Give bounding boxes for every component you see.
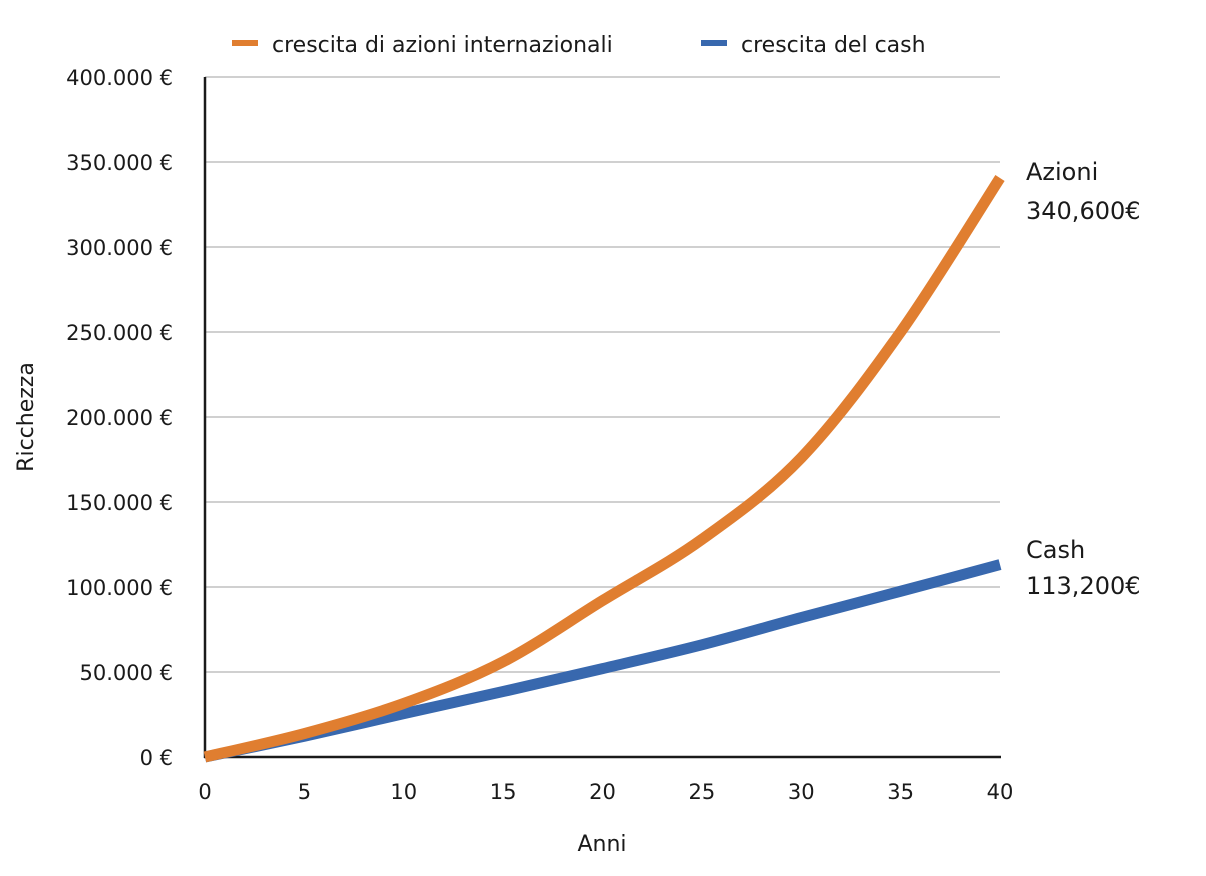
x-tick-label: 20 xyxy=(589,780,616,804)
annotation-stocks-label: Azioni xyxy=(1026,158,1098,186)
x-tick-label: 40 xyxy=(987,780,1014,804)
series-line-stocks[interactable] xyxy=(203,174,1005,763)
y-tick-label: 300.000 € xyxy=(66,236,173,260)
x-tick-label: 30 xyxy=(788,780,815,804)
legend-item-cash[interactable]: crescita del cash xyxy=(701,33,926,58)
y-tick-label: 200.000 € xyxy=(66,406,173,430)
y-tick-label: 350.000 € xyxy=(66,151,173,175)
y-tick-label: 50.000 € xyxy=(79,661,173,685)
y-axis-title: Ricchezza xyxy=(14,362,39,472)
x-tick-label: 5 xyxy=(298,780,311,804)
y-tick-label: 250.000 € xyxy=(66,321,173,345)
gridlines xyxy=(205,76,1000,673)
legend-item-stocks[interactable]: crescita di azioni internazionali xyxy=(232,33,613,58)
x-tick-label: 35 xyxy=(887,780,914,804)
legend-swatch-stocks xyxy=(232,40,258,46)
legend-label-stocks: crescita di azioni internazionali xyxy=(272,33,613,58)
y-tick-label: 100.000 € xyxy=(66,576,173,600)
annotation-stocks: Azioni 340,600€ xyxy=(1026,158,1141,225)
annotation-stocks-value: 340,600€ xyxy=(1026,197,1141,225)
x-tick-label: 0 xyxy=(198,780,211,804)
annotation-cash-value: 113,200€ xyxy=(1026,572,1141,600)
x-axis-ticks: 0 5 10 15 20 25 30 35 40 xyxy=(198,780,1013,804)
annotation-cash: Cash 113,200€ xyxy=(1026,536,1141,600)
legend: crescita di azioni internazionali cresci… xyxy=(232,33,926,58)
y-axis-ticks: 0 € 50.000 € 100.000 € 150.000 € 200.000 € 25… xyxy=(66,66,173,770)
y-tick-label: 400.000 € xyxy=(66,66,173,90)
x-tick-label: 10 xyxy=(390,780,417,804)
legend-swatch-cash xyxy=(701,40,727,46)
x-tick-label: 15 xyxy=(490,780,517,804)
y-tick-label: 150.000 € xyxy=(66,491,173,515)
x-axis-title: Anni xyxy=(577,832,626,857)
y-tick-label: 0 € xyxy=(140,746,173,770)
annotation-cash-label: Cash xyxy=(1026,536,1085,564)
x-tick-label: 25 xyxy=(689,780,716,804)
legend-label-cash: crescita del cash xyxy=(741,33,926,58)
